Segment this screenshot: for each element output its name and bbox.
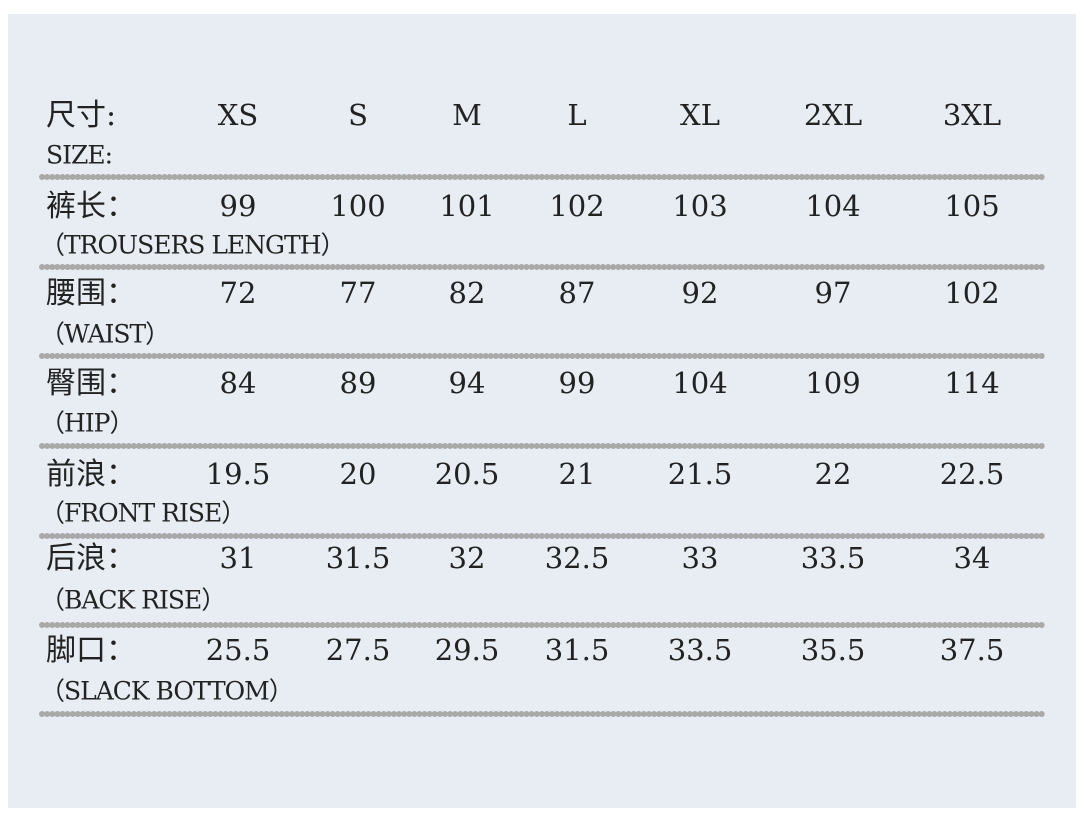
cell-value: 33.5	[801, 541, 866, 575]
row-label-zh: 腰围：	[46, 276, 136, 311]
cell-value: 101	[439, 189, 494, 223]
size-header: XS	[218, 98, 259, 132]
row-label-en: （FRONT RISE）	[40, 499, 245, 528]
cell-value: 31	[220, 541, 257, 575]
cell-value: 20	[340, 457, 377, 491]
cell-value: 25.5	[206, 633, 271, 667]
cell-value: 102	[944, 276, 999, 310]
cell-value: 33.5	[668, 633, 733, 667]
header-label-zh: 尺寸:	[46, 98, 116, 133]
row-label-en: （SLACK BOTTOM）	[40, 677, 293, 706]
size-header: 3XL	[943, 98, 1001, 132]
cell-value: 87	[559, 276, 596, 310]
cell-value: 89	[340, 366, 377, 400]
cell-value: 92	[682, 276, 719, 310]
cell-value: 103	[672, 189, 727, 223]
header-label-en: SIZE:	[46, 141, 112, 170]
cell-value: 19.5	[206, 457, 271, 491]
cell-value: 77	[340, 276, 377, 310]
cell-value: 72	[220, 276, 257, 310]
cell-value: 82	[449, 276, 486, 310]
cell-value: 21.5	[668, 457, 733, 491]
row-label-zh: 后浪：	[46, 541, 136, 576]
row-label-en: （WAIST）	[40, 320, 169, 349]
cell-value: 31.5	[326, 541, 391, 575]
cell-value: 104	[805, 189, 860, 223]
panel	[8, 14, 1076, 808]
cell-value: 21	[559, 457, 596, 491]
cell-value: 22.5	[940, 457, 1005, 491]
cell-value: 20.5	[435, 457, 500, 491]
row-label-zh: 臀围：	[46, 366, 136, 401]
cell-value: 22	[815, 457, 852, 491]
cell-value: 105	[944, 189, 999, 223]
cell-value: 32.5	[545, 541, 610, 575]
size-header: 2XL	[804, 98, 862, 132]
row-label-en: （TROUSERS LENGTH）	[40, 231, 345, 260]
cell-value: 100	[330, 189, 385, 223]
row-label-zh: 裤长：	[46, 189, 136, 224]
row-label-zh: 前浪：	[46, 457, 136, 492]
size-header: S	[348, 98, 368, 132]
cell-value: 32	[449, 541, 486, 575]
cell-value: 34	[954, 541, 991, 575]
row-label-en: （BACK RISE）	[40, 586, 225, 615]
cell-value: 37.5	[940, 633, 1005, 667]
cell-value: 27.5	[326, 633, 391, 667]
cell-value: 99	[220, 189, 257, 223]
cell-value: 114	[944, 366, 999, 400]
row-label-en: （HIP）	[40, 409, 134, 438]
cell-value: 104	[672, 366, 727, 400]
cell-value: 109	[805, 366, 860, 400]
cell-value: 33	[682, 541, 719, 575]
cell-value: 94	[449, 366, 486, 400]
size-header: M	[452, 98, 482, 132]
cell-value: 29.5	[435, 633, 500, 667]
cell-value: 102	[549, 189, 604, 223]
cell-value: 99	[559, 366, 596, 400]
cell-value: 35.5	[801, 633, 866, 667]
size-header: XL	[680, 98, 720, 132]
cell-value: 97	[815, 276, 852, 310]
cell-value: 84	[220, 366, 257, 400]
size-header: L	[567, 98, 586, 132]
cell-value: 31.5	[545, 633, 610, 667]
row-label-zh: 脚口：	[46, 633, 136, 668]
